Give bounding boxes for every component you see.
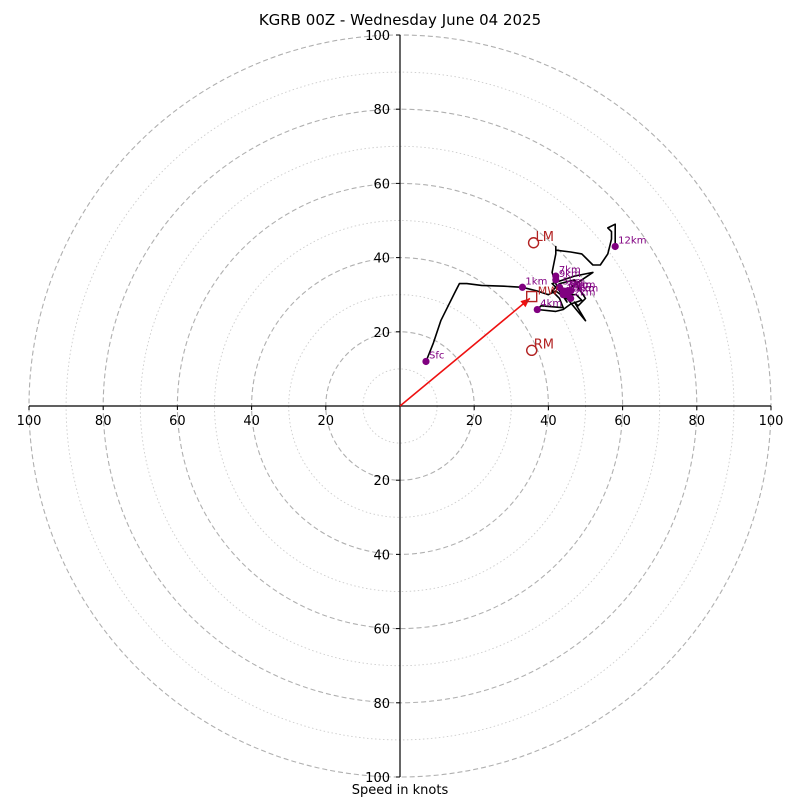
- x-tick-label: 40: [243, 414, 260, 429]
- x-tick-label: 60: [614, 414, 631, 429]
- mean-wind-vector: [399, 297, 531, 407]
- y-tick-label: 20: [373, 326, 390, 341]
- height-marker-4km: [533, 305, 541, 314]
- mean-wind-label: MW: [538, 285, 558, 298]
- height-label-4km: 4km: [540, 299, 562, 310]
- height-label-12km: 12km: [618, 235, 646, 246]
- y-tick-label: 80: [373, 697, 390, 712]
- x-tick-label: 80: [689, 414, 706, 429]
- height-marker-9km: [552, 276, 560, 284]
- x-tick-label: 100: [759, 414, 784, 429]
- y-tick-label: 100: [365, 29, 390, 44]
- x-tick-label: 100: [17, 414, 42, 429]
- tick-labels: 100 100 80 80 60 60 40 40 20 20 20 20 40 40 60 60 80 80 10…: [17, 29, 784, 786]
- storm-motion-label-lm: LM: [536, 230, 554, 245]
- y-tick-label: 60: [373, 177, 390, 192]
- height-label-2km: 2km: [574, 287, 596, 298]
- height-label-1km: 1km: [525, 276, 547, 287]
- height-label-7km: 7km: [559, 265, 581, 276]
- y-tick-label: 80: [373, 103, 390, 118]
- height-label-9km: 9km: [559, 269, 581, 280]
- y-tick-label: 40: [373, 252, 390, 267]
- storm-motion-markers: LM RM MW: [526, 230, 558, 357]
- height-marker-sfc: [422, 357, 430, 366]
- storm-motion-marker-lm: [527, 237, 540, 249]
- x-tick-label: 60: [169, 414, 186, 429]
- height-label-6km: 6km: [570, 280, 592, 291]
- x-tick-label: 20: [318, 414, 335, 429]
- height-marker-11km: [563, 291, 571, 299]
- mean-wind-marker: [526, 290, 538, 303]
- storm-motion-label-rm: RM: [534, 337, 554, 352]
- y-tick-label: 60: [373, 623, 390, 638]
- height-label-11km: 11km: [570, 284, 598, 295]
- storm-motion-marker-rm: [526, 344, 538, 357]
- x-tick-label: 80: [95, 414, 112, 429]
- x-tick-label: 40: [540, 414, 557, 429]
- height-marker-5km: [555, 283, 564, 291]
- y-tick-label: 40: [373, 548, 390, 563]
- y-tick-label: 100: [365, 771, 390, 786]
- chart-title: KGRB 00Z - Wednesday June 04 2025: [258, 11, 542, 29]
- hodograph-layer: [425, 223, 616, 362]
- mean-wind-vector-layer: [399, 297, 531, 407]
- height-label-5km: 5km: [563, 276, 585, 287]
- height-label-3km: 3km: [566, 280, 588, 291]
- height-label-10km: 10km: [566, 284, 594, 295]
- hodograph-trace: [425, 223, 616, 362]
- mean-wind-arrowhead: [520, 298, 530, 308]
- x-tick-label: 20: [466, 414, 483, 429]
- height-label-sfc: Sfc: [429, 350, 444, 361]
- speed-axis-label: Speed in knots: [351, 783, 449, 798]
- height-label-8km: 8km: [574, 280, 596, 291]
- y-tick-label: 20: [373, 474, 390, 489]
- height-marker-1km: [518, 283, 527, 291]
- height-marker-12km: [611, 242, 619, 251]
